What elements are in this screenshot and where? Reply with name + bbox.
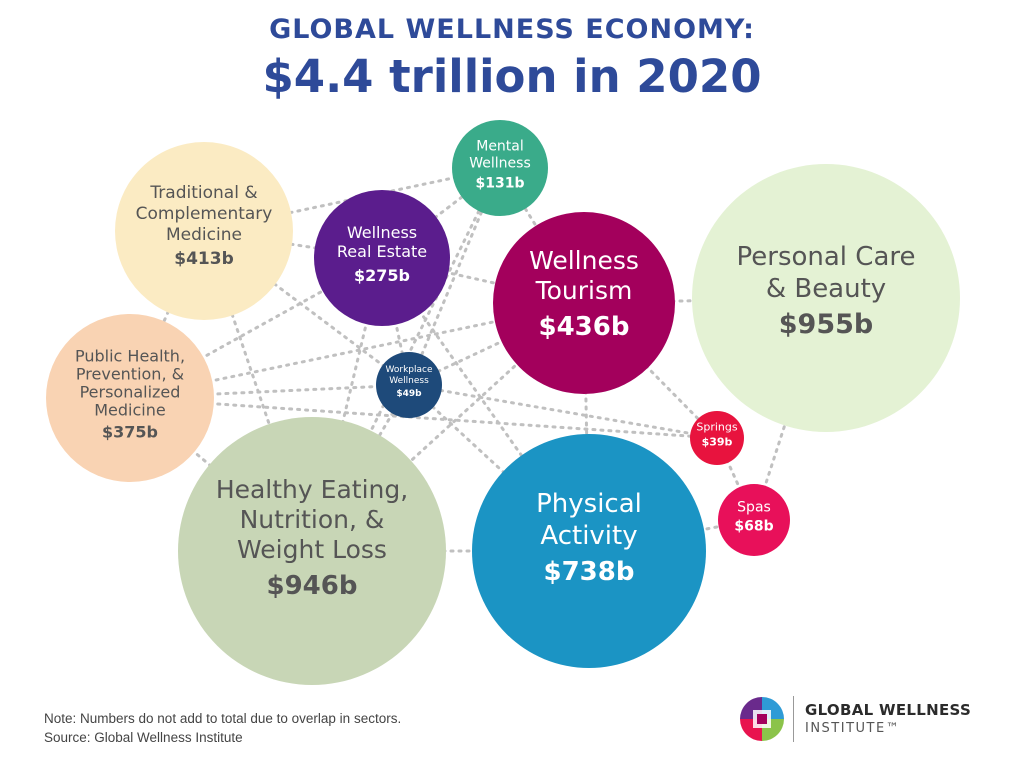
gwi-logo-icon (740, 697, 784, 741)
bubble-circle (178, 417, 446, 685)
bubble-name-line: Workplace (385, 365, 432, 375)
bubbles: Personal Care& Beauty $955b Healthy Eating… (46, 120, 960, 685)
bubble-value-label: $436b (539, 312, 630, 342)
bubble-value-label: $275b (354, 266, 410, 285)
bubble-name-line: Wellness (469, 155, 531, 171)
bubble-circle (46, 314, 214, 482)
bubble-name-line: Healthy Eating, (216, 475, 408, 504)
bubble-value-label: $68b (734, 518, 773, 534)
title-line-2: $4.4 trillion in 2020 (262, 50, 762, 103)
bubble-value-label: $49b (396, 389, 422, 399)
bubble-circle (493, 212, 675, 394)
source-note: Source: Global Wellness Institute (44, 730, 243, 745)
connector-line (407, 383, 591, 553)
bubble-name-line: Personalized (80, 383, 181, 402)
logo-name: GLOBAL WELLNESS (805, 701, 972, 719)
connector-line (128, 396, 719, 440)
bubble-name-line: Medicine (166, 225, 242, 245)
bubble-name-line: Prevention, & (76, 365, 184, 384)
footnote: Note: Numbers do not add to total due to… (44, 711, 402, 726)
bubble-name-line: Springs (696, 420, 737, 433)
bubble-name-line: & Beauty (766, 274, 886, 304)
bubble-value-label: $375b (102, 423, 158, 442)
bubble-circle (692, 164, 960, 432)
bubble-circle (472, 434, 706, 668)
bubble-1: Healthy Eating,Nutrition, &Weight Loss $9… (178, 417, 446, 685)
bubble-name-line: Wellness (529, 246, 639, 275)
bubble-name-line: Medicine (94, 401, 165, 420)
bubble-5: Public Health,Prevention, &PersonalizedM… (46, 314, 214, 482)
bubble-value-label: $738b (544, 557, 635, 587)
bubble-name-line: Wellness (389, 376, 429, 386)
gwi-logo: GLOBAL WELLNESS INSTITUTE™ (735, 692, 1005, 748)
bubble-8: Spas $68b (718, 484, 790, 556)
bubble-value-label: $131b (476, 175, 525, 191)
connector-line (202, 229, 384, 260)
bubble-name-line: Real Estate (337, 242, 427, 261)
bubble-name-line: Spas (737, 499, 771, 515)
bubble-name-line: Wellness (347, 223, 417, 242)
bubble-name-line: Mental (476, 138, 524, 154)
bubble-value-label: $955b (779, 309, 873, 340)
bubble-circle (452, 120, 548, 216)
logo-subtitle: INSTITUTE™ (805, 721, 901, 736)
bubble-value-label: $946b (267, 571, 358, 601)
title-line-1: GLOBAL WELLNESS ECONOMY: (269, 14, 755, 45)
bubble-chart: Personal Care& Beauty $955b Healthy Eating… (46, 120, 960, 685)
bubble-name-line: Personal Care (737, 242, 916, 272)
bubble-circle (314, 190, 450, 326)
bubble-value-label: $413b (174, 249, 233, 269)
bubble-name-line: Tourism (535, 276, 633, 305)
bubble-name-line: Public Health, (75, 347, 185, 366)
bubble-circle (115, 142, 293, 320)
bubble-circle (690, 411, 744, 465)
bubble-name-line: Activity (540, 521, 637, 551)
bubble-name-line: Weight Loss (237, 535, 387, 564)
bubble-value-label: $39b (702, 435, 733, 448)
connector-line (407, 383, 719, 440)
bubble-name-line: Complementary (136, 204, 273, 224)
bubble-10: Springs $39b (690, 411, 744, 465)
bubble-circle (376, 352, 442, 418)
bubble-name-line: Physical (536, 489, 642, 519)
bubble-name-line: Nutrition, & (240, 505, 385, 534)
bubble-circle (718, 484, 790, 556)
connector-line (310, 166, 502, 553)
bubble-name-line: Traditional & (149, 183, 257, 203)
logo-divider (793, 696, 794, 742)
bubble-0: Personal Care& Beauty $955b (692, 164, 960, 432)
